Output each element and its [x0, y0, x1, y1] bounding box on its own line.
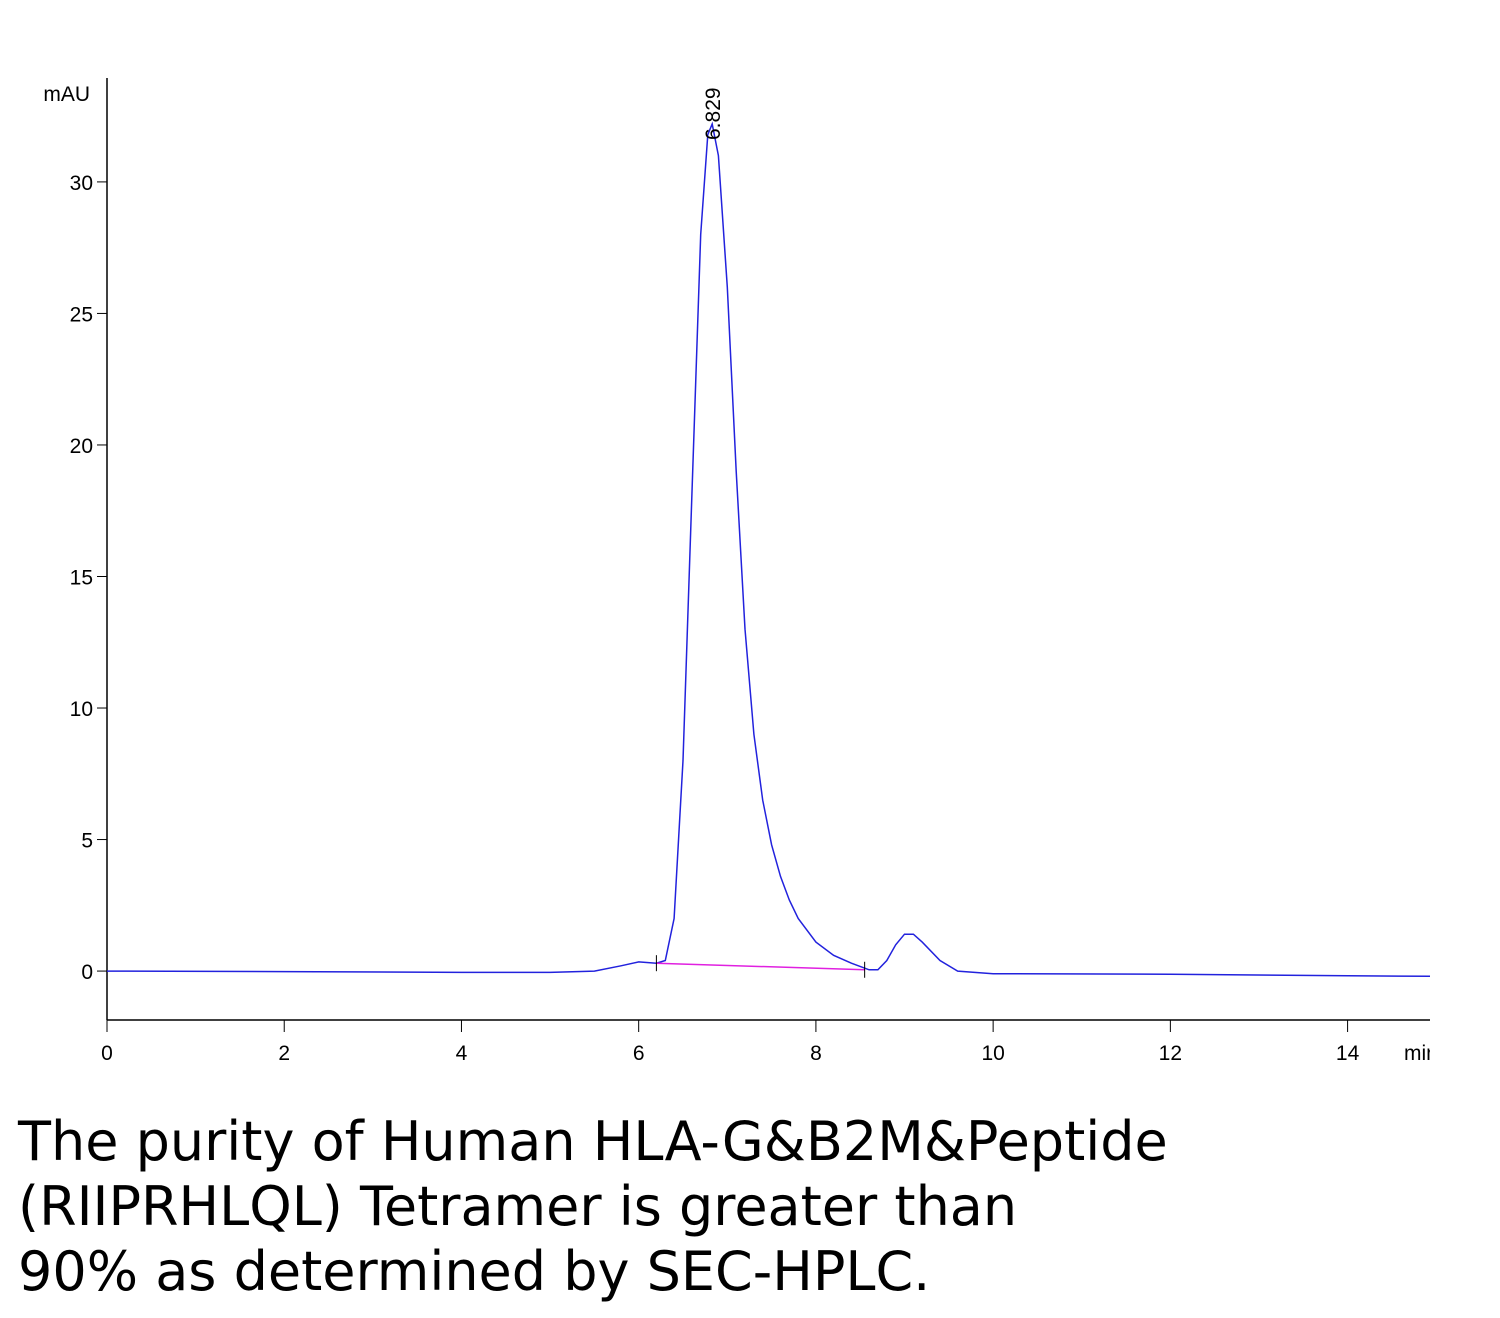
x-tick-label: 0: [101, 1042, 113, 1065]
x-tick-label: 2: [278, 1042, 290, 1065]
x-tick-label: 4: [456, 1042, 468, 1065]
y-tick-label: 5: [81, 830, 93, 853]
y-tick-label: 25: [70, 303, 93, 326]
x-tick-label: 6: [633, 1042, 645, 1065]
caption-line: (RIIPRHLQL) Tetramer is greater than: [18, 1175, 1017, 1238]
y-tick-label: 10: [70, 698, 93, 721]
x-tick-label: 14: [1336, 1042, 1360, 1065]
x-axis-label: min: [1404, 1042, 1438, 1065]
x-tick-label: 12: [1159, 1042, 1182, 1065]
y-axis-label: mAU: [43, 83, 90, 106]
integration-baseline: [656, 962, 865, 971]
x-tick-label: 10: [981, 1042, 1004, 1065]
signal-line: [106, 121, 1431, 978]
caption-line: The purity of Human HLA-G&B2M&Peptide: [17, 1110, 1168, 1173]
caption-line: 90% as determined by SEC-HPLC.: [18, 1240, 930, 1303]
peak-label: 6.829: [702, 87, 725, 140]
y-tick-label: 15: [70, 566, 93, 589]
y-tick-label: 0: [81, 961, 93, 984]
y-tick-label: 30: [70, 172, 93, 195]
x-tick-label: 8: [810, 1042, 822, 1065]
y-tick-label: 20: [70, 435, 93, 458]
